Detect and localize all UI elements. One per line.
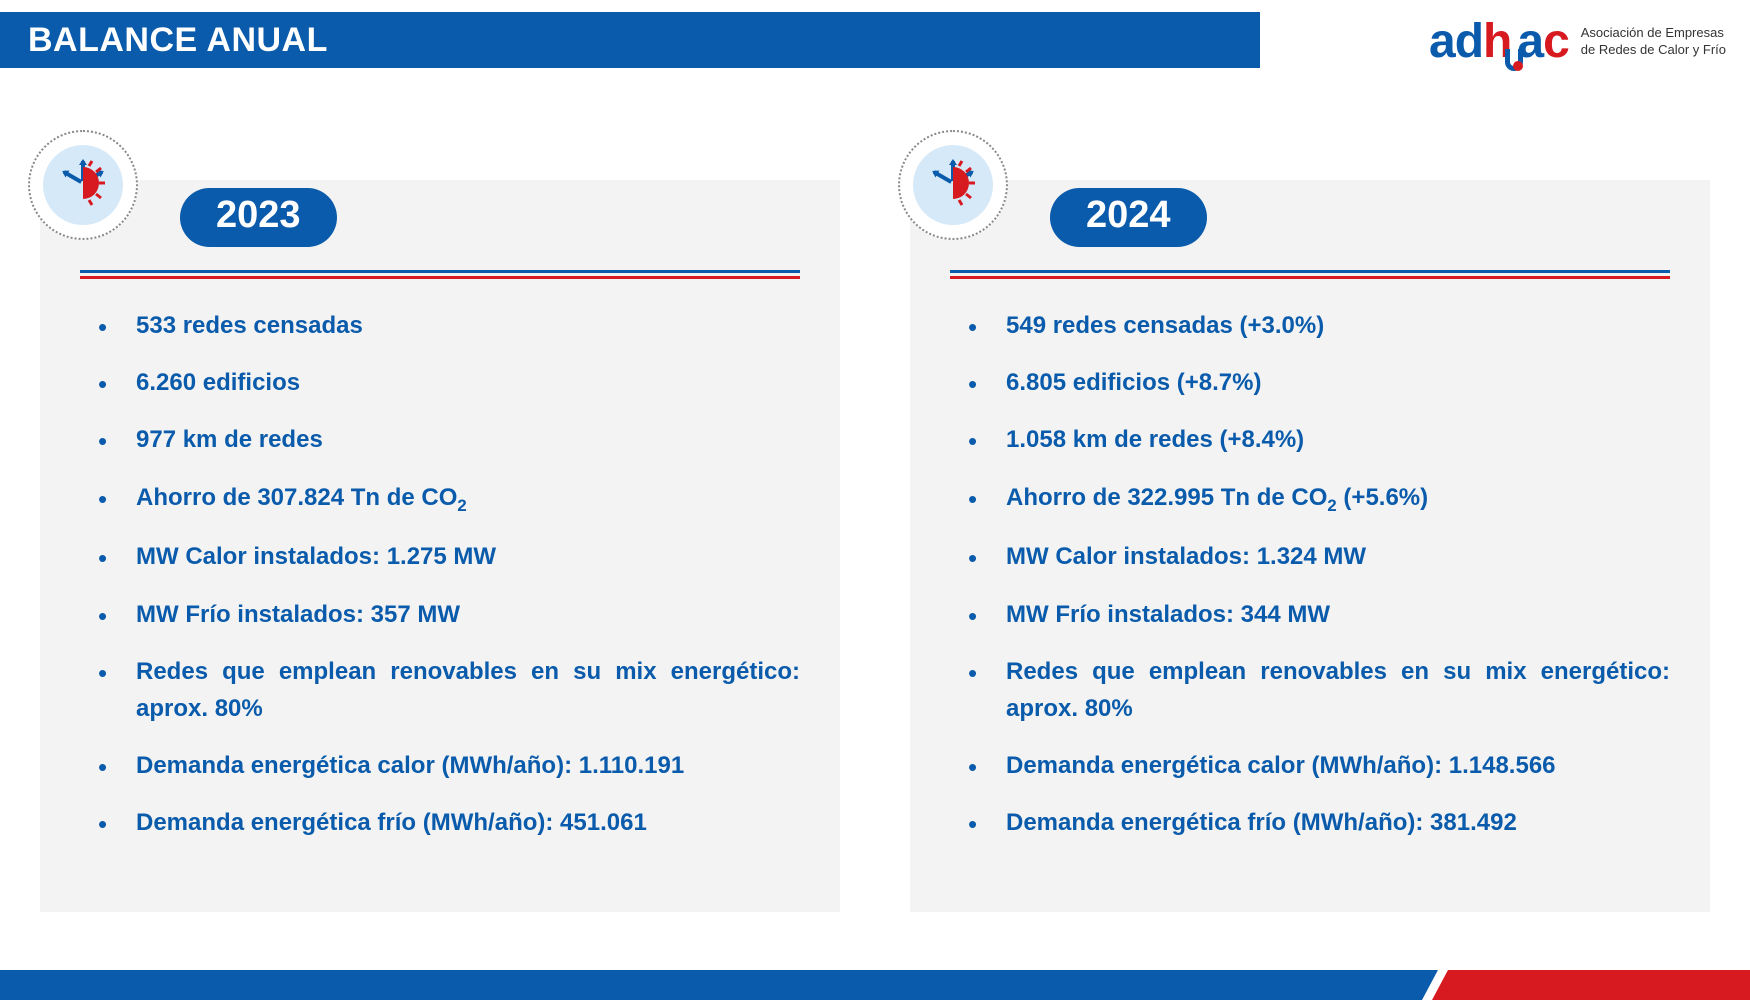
heat-cold-icon	[929, 159, 977, 212]
logo-subtitle: Asociación de Empresas de Redes de Calor…	[1581, 25, 1726, 58]
header-bar: BALANCE ANUAL	[0, 12, 1260, 68]
list-item: MW Calor instalados: 1.275 MW	[98, 538, 800, 575]
list-item: 1.058 km de redes (+8.4%)	[968, 421, 1670, 458]
panel-2024: 549 redes censadas (+3.0%) 6.805 edificio…	[910, 180, 1710, 912]
columns: 2023 533 redes censadas 6.260 edificios 97…	[40, 150, 1710, 912]
list-item: Ahorro de 307.824 Tn de CO2	[98, 479, 800, 519]
brand-logo: adhac Asociación de Empresas de Redes de…	[1429, 14, 1726, 69]
list-item: Demanda energética calor (MWh/año): 1.14…	[968, 747, 1670, 784]
list-item: Demanda energética calor (MWh/año): 1.11…	[98, 747, 800, 784]
year-pill-2023: 2023	[180, 188, 337, 247]
list-item: Demanda energética frío (MWh/año): 381.4…	[968, 804, 1670, 841]
divider-red	[80, 276, 800, 279]
footer-accent	[1460, 970, 1750, 1000]
divider-blue	[950, 270, 1670, 273]
list-item: 6.805 edificios (+8.7%)	[968, 364, 1670, 401]
logo-wordmark: adhac	[1429, 14, 1569, 69]
list-item: MW Calor instalados: 1.324 MW	[968, 538, 1670, 575]
year-badge-circle	[28, 130, 138, 240]
list-item: Demanda energética frío (MWh/año): 451.0…	[98, 804, 800, 841]
logo-subtitle-line2: de Redes de Calor y Frío	[1581, 42, 1726, 57]
bullet-list-2024: 549 redes censadas (+3.0%) 6.805 edificio…	[950, 307, 1670, 842]
column-2024: 2024 549 redes censadas (+3.0%) 6.805 edi…	[910, 150, 1710, 912]
year-badge-inner	[43, 145, 123, 225]
year-pill-2024: 2024	[1050, 188, 1207, 247]
list-item: 977 km de redes	[98, 421, 800, 458]
bullet-list-2023: 533 redes censadas 6.260 edificios 977 km …	[80, 307, 800, 842]
divider-red	[950, 276, 1670, 279]
list-item: MW Frío instalados: 357 MW	[98, 596, 800, 633]
list-item: Ahorro de 322.995 Tn de CO2 (+5.6%)	[968, 479, 1670, 519]
list-item: Redes que emplean renovables en su mix e…	[98, 653, 800, 727]
list-item: 549 redes censadas (+3.0%)	[968, 307, 1670, 344]
list-item: Redes que emplean renovables en su mix e…	[968, 653, 1670, 727]
year-badge-circle	[898, 130, 1008, 240]
year-badge-inner	[913, 145, 993, 225]
logo-subtitle-line1: Asociación de Empresas	[1581, 25, 1724, 40]
heat-cold-icon	[59, 159, 107, 212]
column-2023: 2023 533 redes censadas 6.260 edificios 97…	[40, 150, 840, 912]
panel-2023: 533 redes censadas 6.260 edificios 977 km …	[40, 180, 840, 912]
page-title: BALANCE ANUAL	[28, 21, 328, 60]
list-item: 533 redes censadas	[98, 307, 800, 344]
list-item: MW Frío instalados: 344 MW	[968, 596, 1670, 633]
divider-blue	[80, 270, 800, 273]
list-item: 6.260 edificios	[98, 364, 800, 401]
